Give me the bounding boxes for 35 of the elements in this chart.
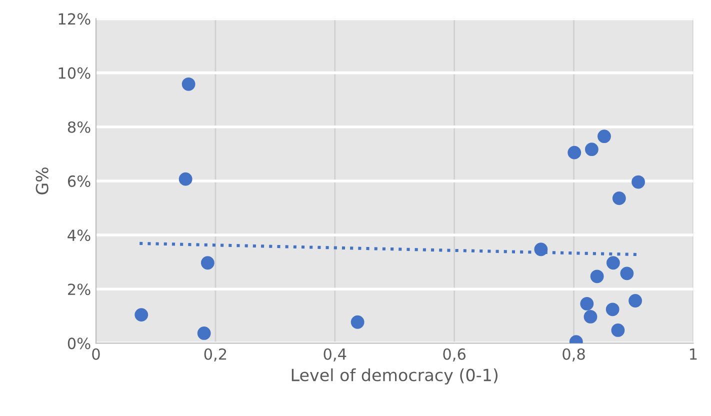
x-tick-label: 1 bbox=[690, 348, 697, 360]
point bbox=[620, 266, 634, 280]
x-tick-label: 0,2 bbox=[204, 348, 226, 362]
point bbox=[628, 294, 642, 308]
point bbox=[584, 310, 598, 324]
point bbox=[590, 270, 604, 284]
point bbox=[584, 142, 598, 156]
x-tick-label: 0,6 bbox=[443, 348, 466, 362]
point bbox=[200, 256, 214, 270]
y-tick-label: 8% bbox=[68, 121, 90, 133]
point bbox=[598, 130, 611, 144]
x-tick-label: 0,4 bbox=[324, 348, 346, 362]
point bbox=[606, 302, 620, 316]
point bbox=[611, 324, 625, 337]
y-tick-label: 12% bbox=[58, 13, 90, 25]
point bbox=[606, 256, 620, 270]
point bbox=[178, 172, 192, 186]
x-axis-title: Level of democracy (0-1) bbox=[292, 368, 498, 385]
point bbox=[182, 77, 196, 91]
point bbox=[534, 242, 548, 256]
point bbox=[197, 326, 211, 340]
point bbox=[350, 315, 364, 329]
point bbox=[134, 308, 148, 322]
x-tick-label: 0 bbox=[92, 348, 100, 360]
y-tick-label: 4% bbox=[68, 230, 90, 242]
point bbox=[632, 175, 645, 189]
y-tick-label: 2% bbox=[68, 284, 90, 296]
point bbox=[580, 297, 594, 310]
y-tick-label: 0% bbox=[68, 338, 90, 350]
point bbox=[568, 146, 582, 160]
y-tick-label: 6% bbox=[68, 175, 90, 187]
y-axis-title: G% bbox=[36, 168, 48, 194]
point bbox=[612, 192, 626, 205]
y-tick-label: 10% bbox=[58, 67, 90, 79]
x-tick-label: 0,8 bbox=[562, 348, 585, 362]
